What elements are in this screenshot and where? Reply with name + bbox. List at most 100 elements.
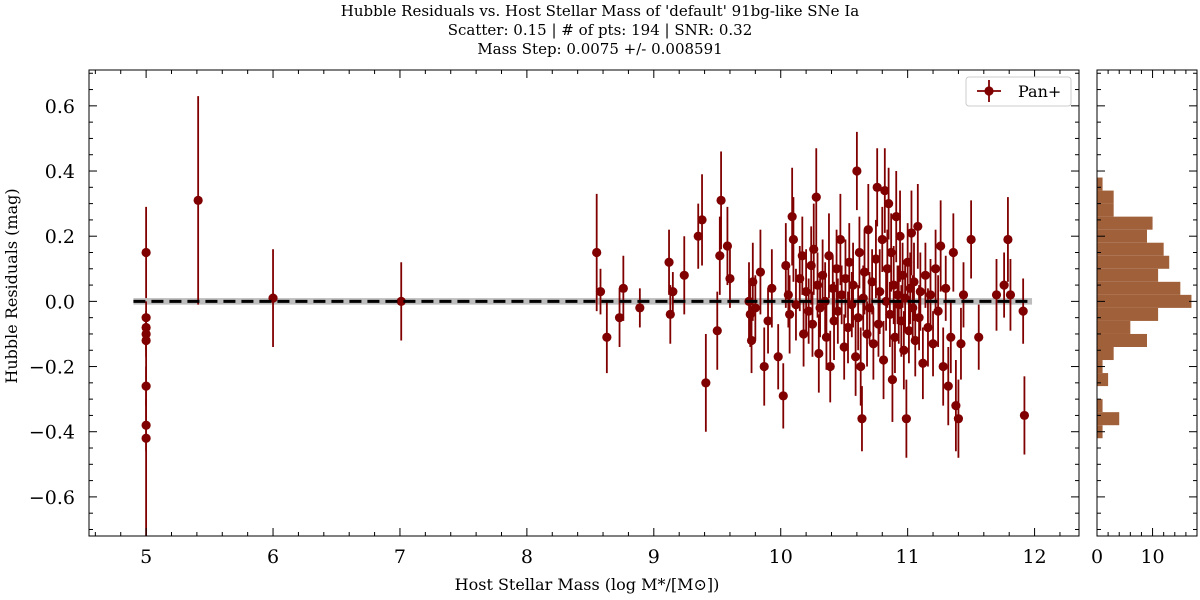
- data-point: [815, 303, 825, 313]
- histogram-bar: [1097, 373, 1109, 387]
- data-point: [881, 296, 891, 306]
- data-point: [910, 335, 920, 346]
- histogram-bar: [1097, 399, 1103, 413]
- data-point: [745, 309, 755, 320]
- data-point: [767, 283, 777, 293]
- data-point: [716, 195, 726, 205]
- data-point: [791, 300, 801, 310]
- histogram-bar: [1097, 307, 1159, 321]
- data-point: [804, 306, 814, 316]
- data-point: [712, 326, 722, 336]
- data-point: [857, 414, 867, 424]
- histogram-bar: [1097, 177, 1103, 191]
- y-tick-label: 0.0: [45, 291, 75, 313]
- histogram-bar: [1097, 281, 1181, 295]
- plot-frame: [88, 69, 1080, 537]
- y-tick-label: −0.6: [29, 487, 75, 509]
- data-point: [797, 251, 807, 261]
- data-point: [801, 286, 811, 297]
- data-point: [943, 381, 953, 391]
- data-point: [141, 313, 151, 323]
- x-tick-label: 11: [896, 546, 920, 568]
- data-point: [664, 257, 674, 267]
- data-point: [693, 231, 703, 241]
- data-point: [859, 267, 870, 277]
- data-point: [750, 303, 760, 313]
- histogram-bar: [1097, 242, 1164, 256]
- x-tick-label: 9: [648, 546, 660, 568]
- data-point: [795, 273, 805, 284]
- data-point: [141, 420, 151, 430]
- data-point: [783, 290, 793, 300]
- data-point: [818, 270, 828, 280]
- data-point: [602, 332, 612, 342]
- x-tick-label: 6: [267, 546, 279, 568]
- data-point: [1003, 234, 1013, 245]
- data-point: [755, 267, 766, 277]
- data-point: [966, 234, 976, 245]
- data-point: [781, 260, 791, 271]
- data-point: [951, 401, 961, 411]
- data-point: [878, 355, 889, 365]
- data-point: [825, 361, 835, 372]
- data-point: [936, 241, 946, 251]
- data-point: [933, 306, 943, 316]
- histogram-bar: [1097, 320, 1131, 334]
- data-point: [887, 374, 898, 385]
- data-point: [999, 280, 1009, 290]
- data-point: [864, 303, 875, 313]
- data-point: [844, 257, 854, 267]
- data-point: [141, 247, 151, 258]
- x-tick-label: 10: [769, 546, 793, 568]
- histogram-bar: [1097, 268, 1159, 282]
- data-point: [812, 280, 823, 290]
- y-tick-label: 0.4: [45, 161, 75, 183]
- data-point: [851, 352, 861, 362]
- data-point: [807, 319, 818, 329]
- histogram-panel: 0 10: [1091, 69, 1198, 568]
- data-point: [1019, 410, 1030, 421]
- histogram-bar: [1097, 412, 1120, 426]
- x-tick-label: 5: [140, 546, 152, 568]
- data-point: [811, 192, 821, 202]
- data-point: [877, 234, 887, 245]
- data-point: [853, 313, 863, 323]
- y-axis-label: Hubble Residuals (mag): [2, 188, 21, 383]
- data-point: [941, 283, 951, 293]
- data-point: [946, 332, 956, 342]
- histogram-bar: [1097, 294, 1192, 308]
- y-tick-label: 0.6: [45, 96, 75, 118]
- data-point: [592, 247, 602, 258]
- data-point: [891, 212, 901, 222]
- histogram-bar: [1097, 333, 1147, 347]
- data-point: [948, 247, 958, 258]
- data-point: [956, 339, 966, 349]
- histogram-bar: [1097, 216, 1153, 230]
- data-point: [748, 277, 758, 287]
- data-point: [697, 215, 707, 225]
- data-point: [141, 329, 151, 339]
- data-point: [668, 286, 678, 297]
- data-point: [868, 339, 878, 349]
- data-point: [991, 290, 1002, 300]
- data-point: [618, 283, 628, 293]
- data-point: [914, 313, 924, 323]
- data-point: [875, 286, 885, 297]
- y-tick-label: 0.2: [45, 226, 75, 248]
- data-point: [725, 273, 735, 284]
- data-point: [862, 329, 872, 339]
- y-tick-label: −0.4: [29, 422, 75, 444]
- data-point: [892, 290, 903, 300]
- data-point: [1005, 290, 1016, 300]
- data-point: [635, 303, 645, 313]
- data-point: [679, 270, 689, 280]
- data-point: [895, 231, 905, 241]
- hist-x-tick-label: 10: [1140, 546, 1164, 568]
- data-point: [1018, 306, 1028, 316]
- data-point: [828, 283, 838, 293]
- data-point: [885, 309, 895, 320]
- x-tick-label: 12: [1022, 546, 1046, 568]
- data-point: [614, 313, 625, 323]
- data-point: [890, 332, 900, 342]
